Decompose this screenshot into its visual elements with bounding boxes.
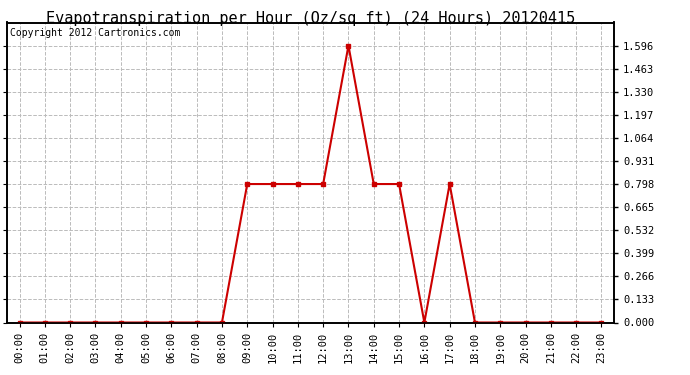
Text: Evapotranspiration per Hour (Oz/sq ft) (24 Hours) 20120415: Evapotranspiration per Hour (Oz/sq ft) (… xyxy=(46,11,575,26)
Text: Copyright 2012 Cartronics.com: Copyright 2012 Cartronics.com xyxy=(10,28,180,39)
